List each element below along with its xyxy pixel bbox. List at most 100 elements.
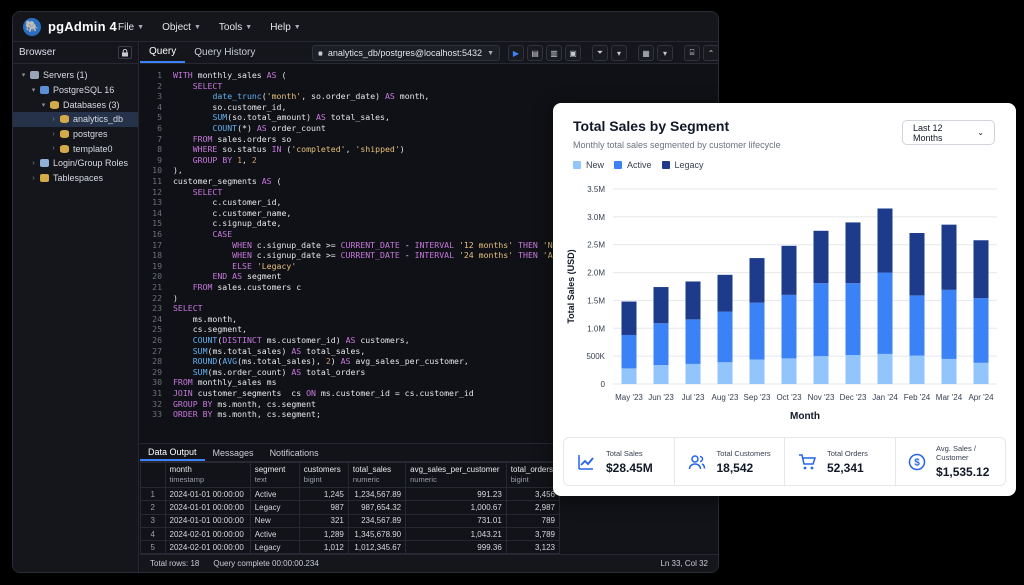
table-cell[interactable]: 3,456 xyxy=(505,486,561,502)
column-header[interactable]: avg_sales_per_customer numeric xyxy=(405,462,507,488)
table-cell[interactable]: 234,567.89 xyxy=(347,513,407,528)
code-line: 4 so.customer_id, xyxy=(140,102,286,113)
table-cell[interactable]: 2024-01-01 00:00:00 xyxy=(164,513,251,528)
line-number: 21 xyxy=(152,282,162,292)
explain-analyze-button[interactable]: ▥ xyxy=(546,45,562,61)
column-header[interactable]: month timestamp xyxy=(164,462,251,488)
table-cell[interactable]: Active xyxy=(249,526,300,542)
row-number[interactable]: 3 xyxy=(140,513,166,528)
bar-segment-active xyxy=(621,334,637,369)
column-header[interactable]: total_sales numeric xyxy=(347,462,407,488)
table-cell[interactable]: 2024-02-01 00:00:00 xyxy=(164,540,251,555)
execute-button[interactable]: ▶ xyxy=(508,45,524,61)
code-line: 11 customer_segments AS ( xyxy=(140,176,281,187)
lock-button[interactable] xyxy=(118,46,132,59)
table-cell[interactable]: 2024-01-01 00:00:00 xyxy=(164,486,251,502)
bar-segment-new xyxy=(621,368,637,384)
tree-node[interactable]: ▾ Databases (3) xyxy=(13,97,138,112)
y-tick-label: 1.0M xyxy=(587,324,605,333)
bar-segment-legacy xyxy=(941,224,957,290)
table-row[interactable]: 4 2024-02-01 00:00:00 Active 1,289 1,345,678… xyxy=(140,526,561,542)
chevron-right-icon[interactable]: › xyxy=(52,145,55,153)
column-header[interactable]: customers bigint xyxy=(298,462,349,488)
table-cell[interactable]: Legacy xyxy=(249,540,300,555)
tab-query-history[interactable]: Query History xyxy=(194,47,256,58)
table-cell[interactable]: 789 xyxy=(505,513,561,528)
code-text: FROM sales.customers c xyxy=(192,282,302,292)
table-cell[interactable]: 2024-01-01 00:00:00 xyxy=(164,500,251,515)
table-row[interactable]: 1 2024-01-01 00:00:00 Active 1,245 1,234,567… xyxy=(140,486,561,502)
tab-messages[interactable]: Messages xyxy=(212,447,254,458)
column-header[interactable]: total_orders bigint xyxy=(505,462,561,488)
table-cell[interactable]: 991.23 xyxy=(405,486,507,502)
line-number: 20 xyxy=(152,271,162,282)
chevron-down-icon[interactable]: ▾ xyxy=(21,72,26,80)
tree-node[interactable]: › analytics_db xyxy=(13,112,138,127)
tab-data-output[interactable]: Data Output xyxy=(140,444,205,461)
table-cell[interactable]: Active xyxy=(249,486,300,502)
code-line: 2 SELECT xyxy=(140,81,222,92)
tab-notifications[interactable]: Notifications xyxy=(269,447,319,458)
table-cell[interactable]: 1,043.21 xyxy=(405,526,507,542)
table-cell[interactable]: 321 xyxy=(298,513,349,528)
table-cell[interactable]: 999.36 xyxy=(405,540,507,555)
rows-limit-button[interactable]: ▦ xyxy=(638,45,654,61)
table-row[interactable]: 3 2024-01-01 00:00:00 New 321 234,567.89 731.… xyxy=(140,513,561,528)
code-line: 7 FROM sales.orders so xyxy=(140,134,291,145)
menu-tools[interactable]: Tools ▼ xyxy=(219,22,252,33)
chevron-right-icon[interactable]: › xyxy=(52,130,55,138)
table-cell[interactable]: 2024-02-01 00:00:00 xyxy=(164,526,251,542)
table-cell[interactable]: 1,289 xyxy=(298,526,349,542)
table-cell[interactable]: 3,789 xyxy=(505,526,561,542)
menu-file[interactable]: File ▼ xyxy=(118,22,144,33)
chevron-right-icon[interactable]: › xyxy=(52,115,55,123)
explain-button[interactable]: ▤ xyxy=(527,45,543,61)
menu-help[interactable]: Help ▼ xyxy=(270,22,301,33)
table-cell[interactable]: New xyxy=(249,513,300,528)
bar-segment-active xyxy=(909,295,925,356)
tab-query[interactable]: Query xyxy=(140,42,186,63)
tree-node[interactable]: › postgres xyxy=(13,127,138,142)
table-cell[interactable]: 3,123 xyxy=(505,540,561,555)
row-number[interactable]: 5 xyxy=(140,540,166,555)
table-cell[interactable]: 1,012 xyxy=(298,540,349,555)
menu-object[interactable]: Object ▼ xyxy=(162,22,201,33)
rows-limit-dropdown[interactable]: ▾ xyxy=(657,45,673,61)
tree-node[interactable]: ▾ PostgreSQL 16 xyxy=(13,83,138,98)
line-number: 17 xyxy=(152,239,162,250)
row-number[interactable]: 4 xyxy=(140,526,166,542)
connection-select[interactable]: analytics_db/postgres@localhost:5432 ▼ xyxy=(312,45,500,61)
table-cell[interactable]: 1,012,345.67 xyxy=(347,540,407,555)
table-cell[interactable]: 987 xyxy=(298,500,349,515)
tree-node[interactable]: › template0 xyxy=(13,141,138,156)
table-cell[interactable]: 1,345,678.90 xyxy=(347,526,407,542)
tree-node[interactable]: › Tablespaces xyxy=(13,171,138,186)
chevron-down-icon[interactable]: ▾ xyxy=(31,87,36,95)
table-cell[interactable]: 731.01 xyxy=(405,513,507,528)
table-cell[interactable]: Legacy xyxy=(249,500,300,515)
table-cell[interactable]: 1,245 xyxy=(298,486,349,502)
chevron-down-icon[interactable]: ▾ xyxy=(41,101,46,109)
tree-node[interactable]: › Login/Group Roles xyxy=(13,156,138,171)
chevron-right-icon[interactable]: › xyxy=(32,174,35,182)
table-row[interactable]: 2 2024-01-01 00:00:00 Legacy 987 987,654.32 1… xyxy=(140,500,561,515)
chevron-right-icon[interactable]: › xyxy=(32,159,35,167)
table-row[interactable]: 5 2024-02-01 00:00:00 Legacy 1,012 1,012,345… xyxy=(140,540,561,555)
collapse-button[interactable]: ⌃ xyxy=(703,45,718,61)
save-results-button[interactable]: ▣ xyxy=(565,45,581,61)
table-cell[interactable]: 2,987 xyxy=(505,500,561,515)
filter-button[interactable]: ⏷ xyxy=(592,45,608,61)
bar-segment-new xyxy=(813,356,829,384)
stat-total-orders: Total Orders 52,341 xyxy=(785,438,896,485)
column-header[interactable]: segment text xyxy=(249,462,300,488)
chevron-down-icon: ▼ xyxy=(487,49,494,57)
table-cell[interactable]: 987,654.32 xyxy=(347,500,407,515)
range-select[interactable]: Last 12 Months ⌄ xyxy=(902,120,995,145)
row-number[interactable]: 2 xyxy=(140,500,166,515)
table-cell[interactable]: 1,234,567.89 xyxy=(347,486,407,502)
tree-node[interactable]: ▾ Servers (1) xyxy=(13,68,138,83)
row-number[interactable]: 1 xyxy=(140,486,166,502)
filter-dropdown-button[interactable]: ▾ xyxy=(611,45,627,61)
table-cell[interactable]: 1,000.67 xyxy=(405,500,507,515)
macros-button[interactable]: ⌸ xyxy=(684,45,700,61)
